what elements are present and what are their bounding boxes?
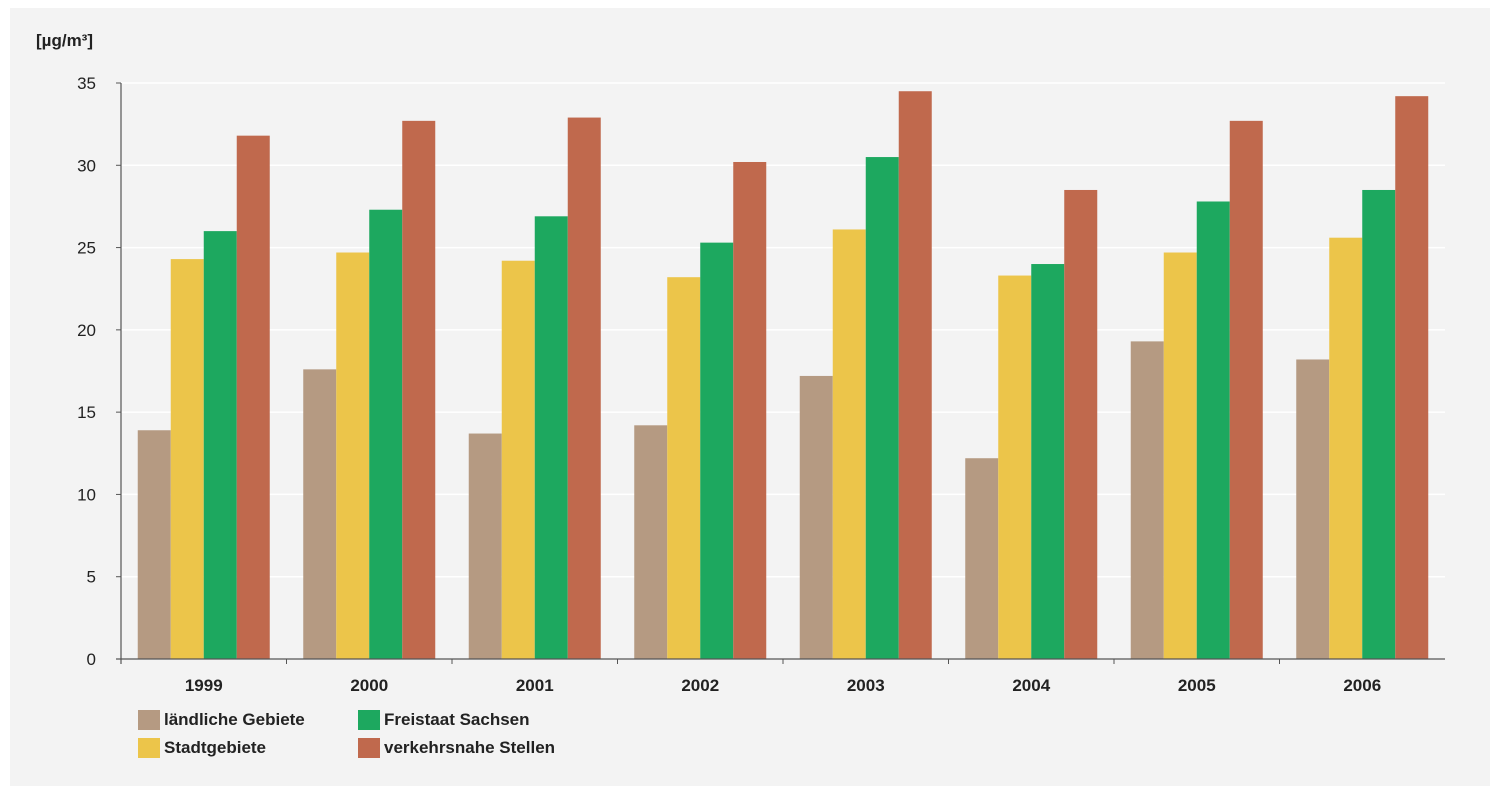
x-tick-label: 2003 [847, 676, 885, 695]
legend-label: Stadtgebiete [164, 738, 267, 757]
bar [1196, 201, 1230, 659]
bar [501, 260, 535, 659]
legend-item-laendliche-gebiete: ländliche Gebiete [138, 710, 305, 730]
bar [667, 277, 701, 659]
legend-item-stadtgebiete: Stadtgebiete [138, 738, 266, 758]
y-tick-label: 15 [77, 403, 96, 422]
bar [303, 369, 337, 659]
bar [799, 375, 833, 659]
bar [898, 91, 932, 659]
bar [865, 157, 899, 660]
bar [733, 161, 767, 659]
bar [534, 216, 568, 659]
y-axis-unit-label: [µg/m³] [36, 31, 94, 50]
legend-swatch [358, 710, 380, 730]
bar [634, 425, 668, 659]
legend: ländliche Gebiete Freistaat Sachsen Stad… [138, 710, 658, 766]
bar [998, 275, 1032, 659]
y-tick-label: 5 [87, 568, 96, 587]
x-tick-label: 2002 [681, 676, 719, 695]
legend-swatch [138, 738, 160, 758]
bar [468, 433, 502, 659]
bar [203, 231, 237, 659]
y-tick-label: 0 [87, 650, 96, 669]
legend-label: verkehrsnahe Stellen [384, 738, 556, 757]
bar [170, 259, 204, 659]
x-tick-label: 2001 [516, 676, 554, 695]
y-tick-label: 35 [77, 74, 96, 93]
bar [1130, 341, 1164, 659]
bars [137, 91, 1429, 660]
bar [1329, 237, 1363, 659]
legend-label: Freistaat Sachsen [384, 710, 530, 729]
legend-item-freistaat-sachsen: Freistaat Sachsen [358, 710, 530, 730]
x-tick-label: 1999 [185, 676, 223, 695]
bar [1064, 189, 1098, 659]
y-tick-label: 30 [77, 156, 96, 175]
legend-swatch [358, 738, 380, 758]
bar [1031, 264, 1065, 659]
x-tick-label: 2004 [1012, 676, 1050, 695]
bar [965, 458, 999, 659]
bar [1395, 96, 1429, 659]
bar [137, 430, 171, 659]
axis-labels: 0 5 10 15 20 25 30 35 1999 2000 2001 2002 2003 2004 20… [77, 74, 1381, 695]
bar [369, 209, 403, 659]
axes [116, 82, 1445, 664]
x-tick-label: 2005 [1178, 676, 1216, 695]
bar [832, 229, 866, 659]
x-tick-label: 2000 [350, 676, 388, 695]
bar [567, 117, 601, 659]
bar [402, 120, 436, 659]
bar [1229, 120, 1263, 659]
bar [1296, 359, 1330, 659]
bar [700, 242, 734, 660]
bar [1362, 189, 1396, 659]
y-tick-label: 25 [77, 239, 96, 258]
bar [1163, 252, 1197, 659]
legend-swatch [138, 710, 160, 730]
legend-item-verkehrsnahe-stellen: verkehrsnahe Stellen [358, 738, 555, 758]
bar [336, 252, 370, 659]
y-tick-label: 10 [77, 485, 96, 504]
legend-label: ländliche Gebiete [164, 710, 305, 729]
y-tick-label: 20 [77, 321, 96, 340]
x-tick-label: 2006 [1343, 676, 1381, 695]
bar [236, 135, 270, 660]
